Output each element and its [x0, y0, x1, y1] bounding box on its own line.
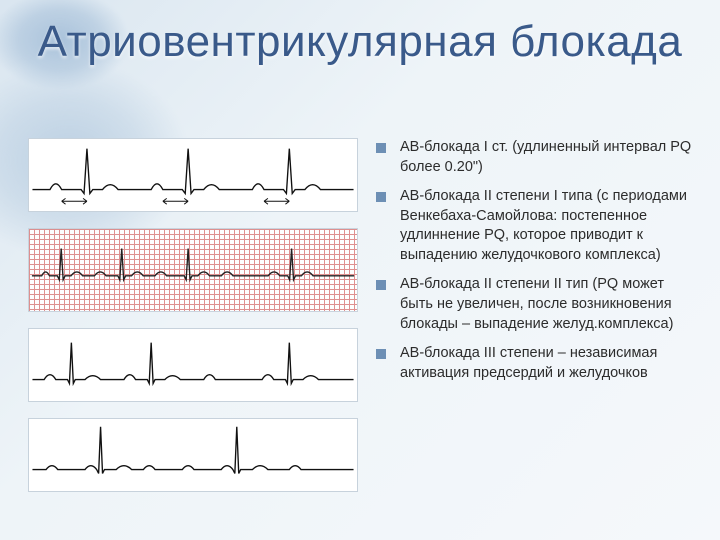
ecg-strip-3	[28, 328, 358, 402]
list-item: АВ-блокада I ст. (удлиненный интервал PQ…	[376, 138, 696, 177]
ecg-svg-2	[29, 229, 357, 311]
ecg-strip-4	[28, 418, 358, 492]
content-area: АВ-блокада I ст. (удлиненный интервал PQ…	[28, 138, 696, 520]
item-text: АВ-блокада I ст. (удлиненный интервал PQ…	[400, 138, 696, 177]
slide-title: Атриовентрикулярная блокада	[0, 18, 720, 66]
ecg-svg-3	[29, 329, 357, 401]
ecg-svg-1	[29, 139, 357, 211]
ecg-strip-2	[28, 228, 358, 312]
bullet-icon	[376, 349, 386, 359]
bullet-icon	[376, 192, 386, 202]
bullet-icon	[376, 280, 386, 290]
ecg-column	[28, 138, 358, 520]
item-text: АВ-блокада II степени II тип (PQ может б…	[400, 275, 696, 334]
bullets-column: АВ-блокада I ст. (удлиненный интервал PQ…	[376, 138, 696, 520]
item-text: АВ-блокада II степени I типа (с периодам…	[400, 187, 696, 265]
bullet-icon	[376, 143, 386, 153]
list-item: АВ-блокада III степени – независимая акт…	[376, 344, 696, 383]
list-item: АВ-блокада II степени I типа (с периодам…	[376, 187, 696, 265]
item-text: АВ-блокада III степени – независимая акт…	[400, 344, 696, 383]
ecg-svg-4	[29, 419, 357, 491]
ecg-strip-1	[28, 138, 358, 212]
list-item: АВ-блокада II степени II тип (PQ может б…	[376, 275, 696, 334]
